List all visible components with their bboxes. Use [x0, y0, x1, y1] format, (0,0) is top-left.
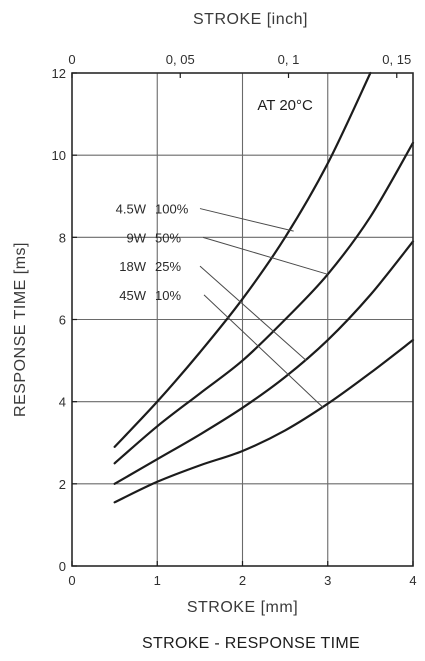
x-tick-label-1: 1: [154, 573, 161, 588]
x-tick-label-0: 0: [68, 573, 75, 588]
x-tick-label-4: 4: [409, 573, 416, 588]
y-tick-label-4: 4: [59, 395, 66, 410]
legend-power-1: 4.5W: [116, 202, 147, 217]
leader-line-1: [199, 208, 294, 232]
y-axis-title: RESPONSE TIME [ms]: [12, 242, 29, 417]
legend-duty-2: 50%: [155, 230, 181, 245]
y-tick-label-8: 8: [59, 230, 66, 245]
legend-duty-3: 25%: [155, 259, 181, 274]
series-line-3: [113, 240, 415, 485]
x2-tick-label-4: 0, 15: [382, 52, 411, 67]
temperature-annotation: AT 20°C: [257, 97, 313, 114]
legend-duty-4: 10%: [155, 288, 181, 303]
series-line-2: [113, 141, 415, 465]
legend-power-2: 9W: [127, 230, 147, 245]
series-line-1: [113, 71, 372, 448]
x2-tick-label-1: 0: [68, 52, 75, 67]
leader-line-4: [203, 294, 324, 409]
x-tick-label-2: 2: [239, 573, 246, 588]
y-tick-label-0: 0: [59, 559, 66, 574]
leader-layer: [199, 208, 328, 409]
x2-tick-label-3: 0, 1: [278, 52, 300, 67]
grid-layer: [72, 73, 413, 566]
legend: 4.5W 100% 9W 50% 18W 25% 45W 10%: [116, 202, 189, 303]
x-tick-label-3: 3: [324, 573, 331, 588]
legend-power-3: 18W: [119, 259, 146, 274]
legend-power-4: 45W: [119, 288, 146, 303]
y-tick-label-12: 12: [52, 66, 66, 81]
y-tick-label-10: 10: [52, 148, 66, 163]
y-tick-label-2: 2: [59, 477, 66, 492]
series-line-4: [113, 338, 415, 504]
leader-line-3: [199, 265, 307, 361]
leader-line-2: [202, 236, 328, 275]
legend-duty-1: 100%: [155, 202, 189, 217]
y-tick-label-6: 6: [59, 313, 66, 328]
secondary-x-axis-title: STROKE [inch]: [193, 11, 308, 28]
chart-title: STROKE - RESPONSE TIME: [142, 635, 360, 652]
x2-tick-label-2: 0, 05: [166, 52, 195, 67]
x-axis-title: STROKE [mm]: [187, 599, 298, 616]
series-layer: [113, 71, 415, 504]
